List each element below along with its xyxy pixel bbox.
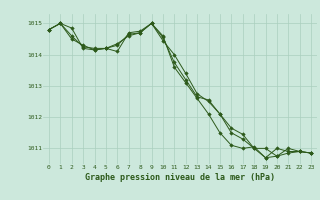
X-axis label: Graphe pression niveau de la mer (hPa): Graphe pression niveau de la mer (hPa) xyxy=(85,173,275,182)
